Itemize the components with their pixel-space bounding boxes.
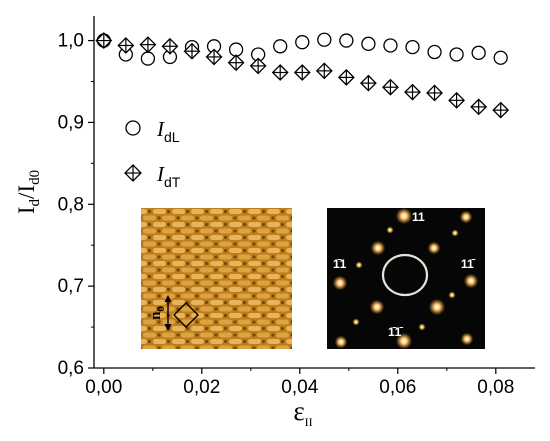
data-point-idl xyxy=(471,45,486,60)
y-ticks: 0,6 0,7 0,8 0,9 1,0 xyxy=(58,31,94,379)
y-axis-title-sub-2: d0 xyxy=(27,170,43,185)
legend-label-idl-main: I xyxy=(156,117,165,141)
data-point-idl xyxy=(295,35,310,50)
fft-spot xyxy=(460,332,474,346)
fft-spot xyxy=(428,298,446,316)
x-axis-title-sub: II xyxy=(305,415,313,429)
fft-label-m11: 1̄1 xyxy=(333,257,347,271)
y-tick-label: 1,0 xyxy=(58,31,84,52)
data-point-idt xyxy=(183,42,201,60)
data-point-idt xyxy=(95,32,113,49)
fft-spots xyxy=(332,207,479,350)
fft-spot xyxy=(463,273,479,289)
y-axis-title-slash: /I xyxy=(14,185,39,199)
fft-spot xyxy=(386,226,394,234)
data-point-idt xyxy=(271,64,289,81)
data-point-idt xyxy=(139,36,157,54)
data-point-idl xyxy=(493,50,508,65)
data-point-idt xyxy=(448,91,466,109)
fft-label-11: 11 xyxy=(412,210,425,224)
n0-label-sub: 0 xyxy=(155,306,167,312)
fft-label-m1m1: 1̄1̄ xyxy=(388,325,403,339)
fft-spot xyxy=(427,241,441,255)
x-tick-label: 0,08 xyxy=(477,377,514,398)
data-point-idl xyxy=(317,32,332,47)
fft-spot xyxy=(451,229,459,237)
legend-marker-circle xyxy=(125,120,141,136)
x-tick-label: 0,00 xyxy=(85,377,122,398)
fft-spot xyxy=(332,275,348,291)
series-idt-markers xyxy=(95,32,510,119)
fft-spot xyxy=(418,323,426,331)
stm-shading xyxy=(141,208,292,349)
fft-spot xyxy=(355,261,363,269)
n0-arrow-head-down xyxy=(164,324,172,331)
data-point-idt xyxy=(492,101,510,119)
fft-spot xyxy=(334,335,348,349)
data-point-idl xyxy=(449,47,464,62)
y-axis-title: Id/Id0 xyxy=(14,170,43,214)
data-point-idt xyxy=(359,74,377,92)
series-idl-markers xyxy=(96,32,508,66)
fft-spot xyxy=(352,318,360,326)
data-point-idl xyxy=(361,36,376,51)
data-point-idt xyxy=(249,57,267,75)
x-tick-label: 0,04 xyxy=(281,377,318,398)
data-point-idt xyxy=(404,83,421,101)
data-point-idl xyxy=(228,42,244,57)
data-point-idt xyxy=(315,62,333,80)
data-point-idl xyxy=(140,51,156,66)
legend: IdL IdT xyxy=(124,117,181,190)
data-point-idl xyxy=(427,44,442,60)
data-point-idt xyxy=(382,78,399,96)
legend-marker-diamond xyxy=(124,164,142,182)
data-point-idt xyxy=(117,37,135,54)
data-point-idt xyxy=(426,84,443,102)
x-tick-label: 0,02 xyxy=(183,377,220,398)
fft-label-1m1: 11̄ xyxy=(461,257,476,271)
y-tick-label: 0,6 xyxy=(58,358,84,379)
data-point-idt xyxy=(161,37,179,55)
y-tick-label: 0,7 xyxy=(58,276,84,297)
fft-spot xyxy=(395,207,413,225)
x-tick-label: 0,06 xyxy=(379,377,416,398)
n0-arrow-head-up xyxy=(164,295,172,302)
data-point-idl xyxy=(405,39,420,55)
data-point-idl xyxy=(339,33,354,48)
y-tick-label: 0,8 xyxy=(58,194,84,215)
data-point-idl xyxy=(383,38,398,53)
axes: 0,6 0,7 0,8 0,9 1,0 0,00 0,02 0,04 0,06 0,08 xyxy=(58,16,535,398)
legend-label-idt: IdT xyxy=(156,162,181,190)
n0-label-main: n xyxy=(148,311,164,320)
legend-label-idt-main: I xyxy=(156,162,165,186)
fft-inset: 11 1̄1 11̄ 1̄1̄ xyxy=(327,207,485,350)
legend-label-idl: IdL xyxy=(156,117,180,145)
fft-spot xyxy=(370,240,386,256)
fft-spot xyxy=(459,210,473,224)
data-point-idt xyxy=(337,68,355,86)
stm-inset: n0 xyxy=(141,208,292,349)
y-axis-title-sub-1: d xyxy=(27,198,43,206)
x-axis-title: εII xyxy=(293,396,312,429)
fft-spot xyxy=(369,299,385,315)
fft-spot xyxy=(448,291,456,299)
data-point-idl xyxy=(273,39,288,54)
data-point-idt xyxy=(293,64,311,81)
data-point-idt xyxy=(205,48,223,66)
data-point-idt xyxy=(227,54,245,72)
data-point-idt xyxy=(470,98,488,116)
n0-label: n0 xyxy=(148,306,167,320)
legend-label-idl-sub: dL xyxy=(164,129,180,145)
legend-label-idt-sub: dT xyxy=(164,174,181,190)
y-axis-title-main: I xyxy=(14,206,39,214)
fft-center-ring xyxy=(381,253,429,297)
unit-cell-diamond xyxy=(173,302,199,328)
x-axis-title-main: ε xyxy=(293,396,304,426)
x-ticks: 0,00 0,02 0,04 0,06 0,08 xyxy=(85,368,514,398)
fft-spot xyxy=(395,332,413,350)
y-tick-label: 0,9 xyxy=(58,112,84,133)
fft-background xyxy=(327,208,485,349)
